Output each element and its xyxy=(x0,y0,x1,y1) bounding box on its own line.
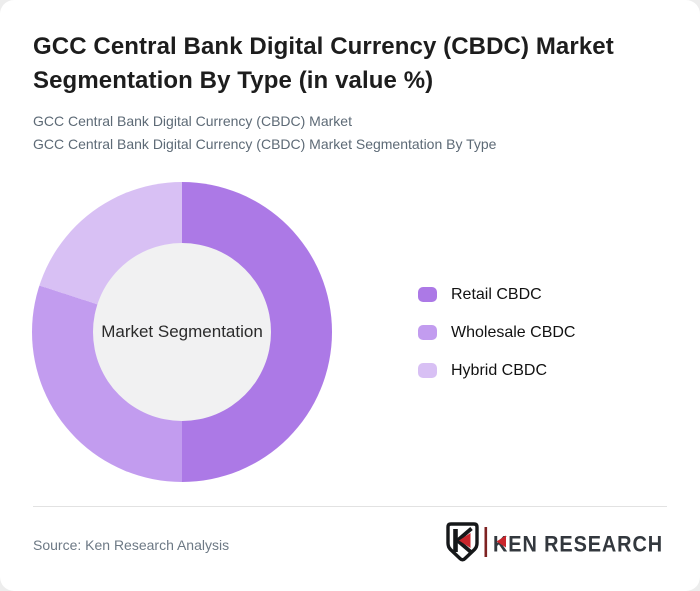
donut-chart-area: Market Segmentation xyxy=(32,182,332,482)
page-title-line2: Segmentation By Type (in value %) xyxy=(33,67,434,94)
footer-divider xyxy=(33,506,667,507)
chart-subtitle: GCC Central Bank Digital Currency (CBDC)… xyxy=(33,110,673,156)
chart-subtitle-line2: GCC Central Bank Digital Currency (CBDC)… xyxy=(33,136,497,152)
chart-legend: Retail CBDC Wholesale CBDC Hybrid CBDC xyxy=(418,285,575,380)
page-title-line1: GCC Central Bank Digital Currency (CBDC)… xyxy=(33,33,614,60)
source-note: Source: Ken Research Analysis xyxy=(33,537,230,553)
ken-research-logo: KEN RESEARCH xyxy=(446,522,663,562)
donut-center-label: Market Segmentation xyxy=(101,322,263,341)
legend-item-retail-cbdc[interactable]: Retail CBDC xyxy=(418,285,575,304)
logo-wordmark: KEN RESEARCH xyxy=(493,532,663,557)
ken-research-shield-icon xyxy=(446,522,479,562)
legend-item-hybrid-cbdc[interactable]: Hybrid CBDC xyxy=(418,361,575,380)
page-title: GCC Central Bank Digital Currency (CBDC)… xyxy=(33,30,673,98)
legend-swatch-wholesale xyxy=(418,325,437,340)
legend-label: Retail CBDC xyxy=(451,285,542,303)
logo-separator-bar xyxy=(484,527,488,557)
legend-item-wholesale-cbdc[interactable]: Wholesale CBDC xyxy=(418,323,575,342)
chart-subtitle-line1: GCC Central Bank Digital Currency (CBDC)… xyxy=(33,113,352,129)
donut-hole: Market Segmentation xyxy=(93,243,271,421)
legend-label: Hybrid CBDC xyxy=(451,361,548,379)
legend-swatch-retail xyxy=(418,287,437,302)
legend-label: Wholesale CBDC xyxy=(451,323,576,341)
logo-k-triangle xyxy=(496,535,506,548)
legend-swatch-hybrid xyxy=(418,363,437,378)
